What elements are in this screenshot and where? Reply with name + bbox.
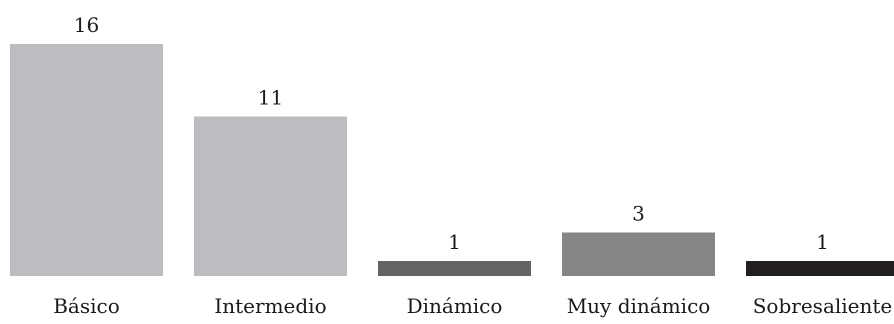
category-label-basico: Básico (53, 294, 120, 318)
value-label-basico: 16 (74, 13, 99, 37)
category-label-dinamico: Dinámico (407, 294, 503, 318)
category-label-muy-dinamico: Muy dinámico (567, 294, 711, 318)
value-label-muy-dinamico: 3 (632, 202, 645, 226)
category-label-intermedio: Intermedio (214, 294, 326, 318)
bar-sobresaliente (746, 261, 894, 276)
category-labels-group: Básico Intermedio Dinámico Muy dinámico Sobr… (53, 294, 892, 318)
value-label-intermedio: 11 (258, 86, 283, 110)
category-label-sobresaliente: Sobresaliente (753, 294, 893, 318)
bar-intermedio (194, 116, 347, 276)
bar-dinamico (378, 261, 531, 276)
bar-basico (10, 44, 163, 276)
bar-muy-dinamico (562, 232, 715, 276)
value-label-sobresaliente: 1 (816, 230, 829, 254)
bars-group (10, 44, 894, 276)
value-label-dinamico: 1 (448, 230, 461, 254)
